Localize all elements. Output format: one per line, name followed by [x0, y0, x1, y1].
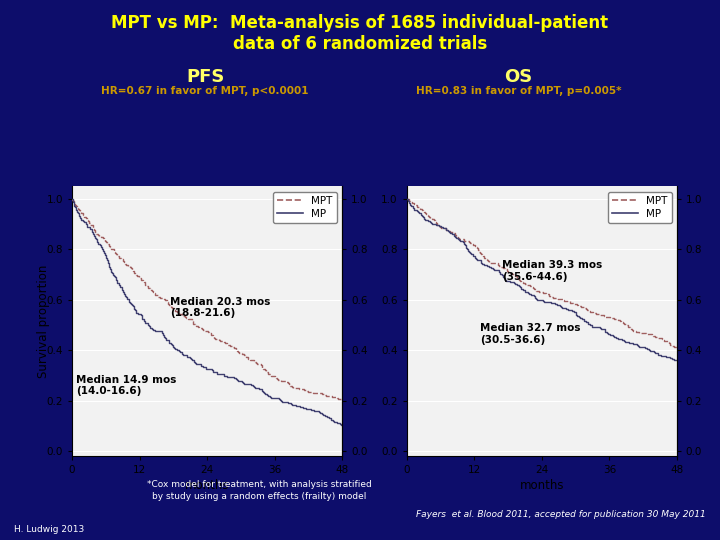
Text: HR=0.83 in favor of MPT, p=0.005*: HR=0.83 in favor of MPT, p=0.005*: [415, 86, 621, 97]
Text: Median 20.3 mos
(18.8-21.6): Median 20.3 mos (18.8-21.6): [171, 296, 271, 318]
Text: *Cox model for treatment, with analysis stratified: *Cox model for treatment, with analysis …: [147, 480, 372, 489]
Legend: MPT, MP: MPT, MP: [608, 192, 672, 223]
Text: Median 39.3 mos
(35.6-44.6): Median 39.3 mos (35.6-44.6): [503, 260, 603, 282]
Text: data of 6 randomized trials: data of 6 randomized trials: [233, 35, 487, 53]
Text: MPT vs MP:  Meta-analysis of 1685 individual-patient: MPT vs MP: Meta-analysis of 1685 individ…: [112, 14, 608, 31]
Text: OS: OS: [504, 68, 533, 85]
Text: Fayers  et al. Blood 2011, accepted for publication 30 May 2011: Fayers et al. Blood 2011, accepted for p…: [416, 510, 706, 519]
X-axis label: months: months: [185, 480, 229, 492]
Text: by study using a random effects (frailty) model: by study using a random effects (frailty…: [152, 492, 366, 501]
Text: PFS: PFS: [186, 68, 225, 85]
Text: Median 14.9 mos
(14.0-16.6): Median 14.9 mos (14.0-16.6): [76, 375, 177, 396]
X-axis label: months: months: [520, 480, 564, 492]
Text: HR=0.67 in favor of MPT, p<0.0001: HR=0.67 in favor of MPT, p<0.0001: [102, 86, 309, 97]
Legend: MPT, MP: MPT, MP: [273, 192, 337, 223]
Text: Median 32.7 mos
(30.5-36.6): Median 32.7 mos (30.5-36.6): [480, 323, 580, 345]
Text: H. Ludwig 2013: H. Ludwig 2013: [14, 524, 85, 534]
Y-axis label: Survival proportion: Survival proportion: [37, 265, 50, 378]
